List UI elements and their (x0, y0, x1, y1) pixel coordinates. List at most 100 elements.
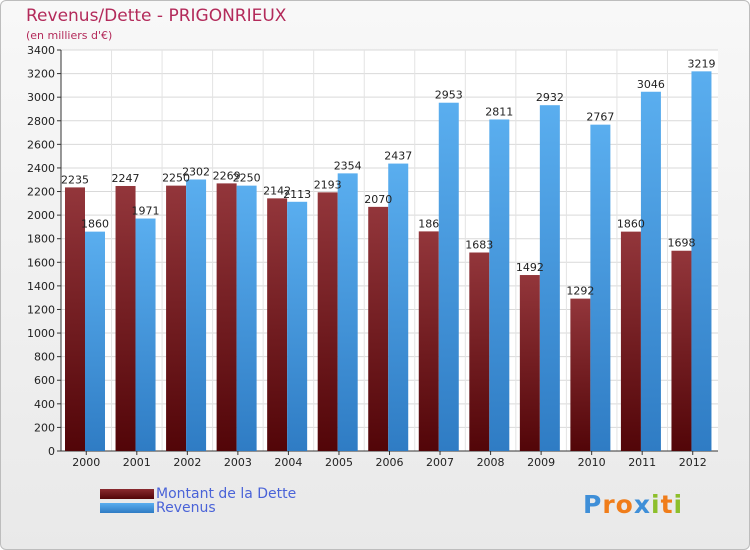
data-label-revenus: 3046 (637, 78, 665, 91)
chart-title: Revenus/Dette - PRIGONRIEUX (26, 6, 287, 26)
y-tick-label: 2400 (27, 162, 55, 175)
logo-letter: i (673, 490, 684, 519)
y-tick-label: 600 (34, 374, 55, 387)
bar-debt (368, 206, 389, 451)
data-label-revenus: 1971 (132, 205, 160, 218)
x-tick-label: 2005 (325, 456, 353, 469)
x-tick-label: 2009 (527, 456, 555, 469)
data-label-debt: 2142 (263, 184, 291, 197)
y-tick-label: 1000 (27, 327, 55, 340)
y-tick-label: 0 (48, 445, 55, 458)
bar-revenus (539, 105, 560, 451)
bar-revenus (388, 163, 409, 452)
logo-letter: x (633, 490, 651, 519)
y-tick-label: 400 (34, 398, 55, 411)
y-tick-label: 2600 (27, 138, 55, 151)
data-label-debt: 186 (418, 217, 439, 230)
legend-item-revenus: Revenus (100, 500, 216, 516)
logo-letter: t (660, 490, 674, 519)
y-tick-label: 3200 (27, 68, 55, 81)
data-label-revenus: 2250 (233, 172, 261, 185)
logo-letter: i (651, 490, 661, 519)
bar-revenus (438, 102, 459, 452)
y-tick-label: 1200 (27, 303, 55, 316)
bar-revenus (590, 124, 611, 451)
logo-letter: P (583, 490, 603, 519)
legend-swatch-debt (100, 489, 154, 499)
y-tick-label: 3400 (27, 44, 55, 57)
x-tick-label: 2007 (426, 456, 454, 469)
legend-label-revenus: Revenus (156, 500, 216, 516)
data-label-debt: 2070 (364, 193, 392, 206)
bar-revenus (640, 91, 661, 452)
data-label-debt: 1492 (516, 261, 544, 274)
x-tick-label: 2006 (376, 456, 404, 469)
data-label-revenus: 2932 (536, 91, 564, 104)
y-tick-label: 3000 (27, 91, 55, 104)
bar-debt (166, 185, 187, 451)
logo-letter: r (602, 490, 616, 519)
x-tick-label: 2004 (274, 456, 302, 469)
proxiti-logo: Proxiti (583, 490, 683, 519)
bar-debt (216, 183, 237, 451)
data-label-debt: 2247 (112, 172, 140, 185)
y-tick-label: 2800 (27, 115, 55, 128)
x-tick-label: 2000 (72, 456, 100, 469)
legend-swatch-revenus (100, 503, 154, 513)
bar-revenus (186, 179, 207, 452)
data-label-revenus: 3219 (687, 57, 715, 70)
y-tick-label: 2200 (27, 186, 55, 199)
legend-item-debt: Montant de la Dette (100, 486, 296, 502)
data-label-debt: 2235 (61, 173, 89, 186)
data-label-revenus: 2767 (586, 111, 614, 124)
data-label-revenus: 2953 (435, 89, 463, 102)
bar-revenus (489, 119, 510, 452)
data-label-debt: 2193 (314, 178, 342, 191)
data-label-debt: 2250 (162, 172, 190, 185)
bar-debt (570, 298, 591, 451)
y-tick-label: 200 (34, 421, 55, 434)
x-tick-label: 2011 (628, 456, 656, 469)
bar-revenus (236, 185, 257, 451)
x-tick-label: 2008 (477, 456, 505, 469)
data-label-revenus: 2302 (182, 165, 210, 178)
bars (65, 71, 712, 452)
x-tick-label: 2010 (578, 456, 606, 469)
bar-debt (519, 275, 540, 451)
bar-debt (115, 185, 136, 451)
bar-revenus (337, 173, 358, 452)
bar-debt (671, 250, 692, 451)
bar-revenus (287, 201, 308, 451)
data-label-revenus: 1860 (81, 218, 109, 231)
y-tick-label: 1400 (27, 280, 55, 293)
bar-revenus (691, 71, 712, 451)
data-label-revenus: 2437 (384, 150, 412, 163)
bar-debt (418, 231, 439, 451)
data-label-debt: 1292 (566, 285, 594, 298)
y-tick-label: 2000 (27, 209, 55, 222)
legend-label-debt: Montant de la Dette (156, 486, 297, 502)
bar-revenus (85, 231, 105, 451)
y-tick-label: 1600 (27, 256, 55, 269)
data-label-revenus: 2811 (485, 105, 513, 118)
y-tick-label: 1800 (27, 233, 55, 246)
bar-debt (620, 231, 641, 451)
data-label-revenus: 2113 (283, 188, 311, 201)
data-label-debt: 1683 (465, 239, 493, 252)
bar-revenus (135, 218, 156, 451)
x-tick-label: 2012 (679, 456, 707, 469)
bar-debt (65, 187, 85, 451)
bar-debt (469, 252, 490, 451)
data-label-debt: 2269 (213, 169, 241, 182)
data-label-revenus: 2354 (334, 159, 362, 172)
y-tick-label: 800 (34, 351, 55, 364)
x-tick-label: 2003 (224, 456, 252, 469)
x-tick-label: 2001 (123, 456, 151, 469)
x-tick-label: 2002 (173, 456, 201, 469)
data-label-debt: 1698 (667, 237, 695, 250)
chart-subtitle: (en milliers d'€) (26, 29, 113, 42)
data-label-debt: 1860 (617, 218, 645, 231)
bar-debt (267, 198, 288, 451)
